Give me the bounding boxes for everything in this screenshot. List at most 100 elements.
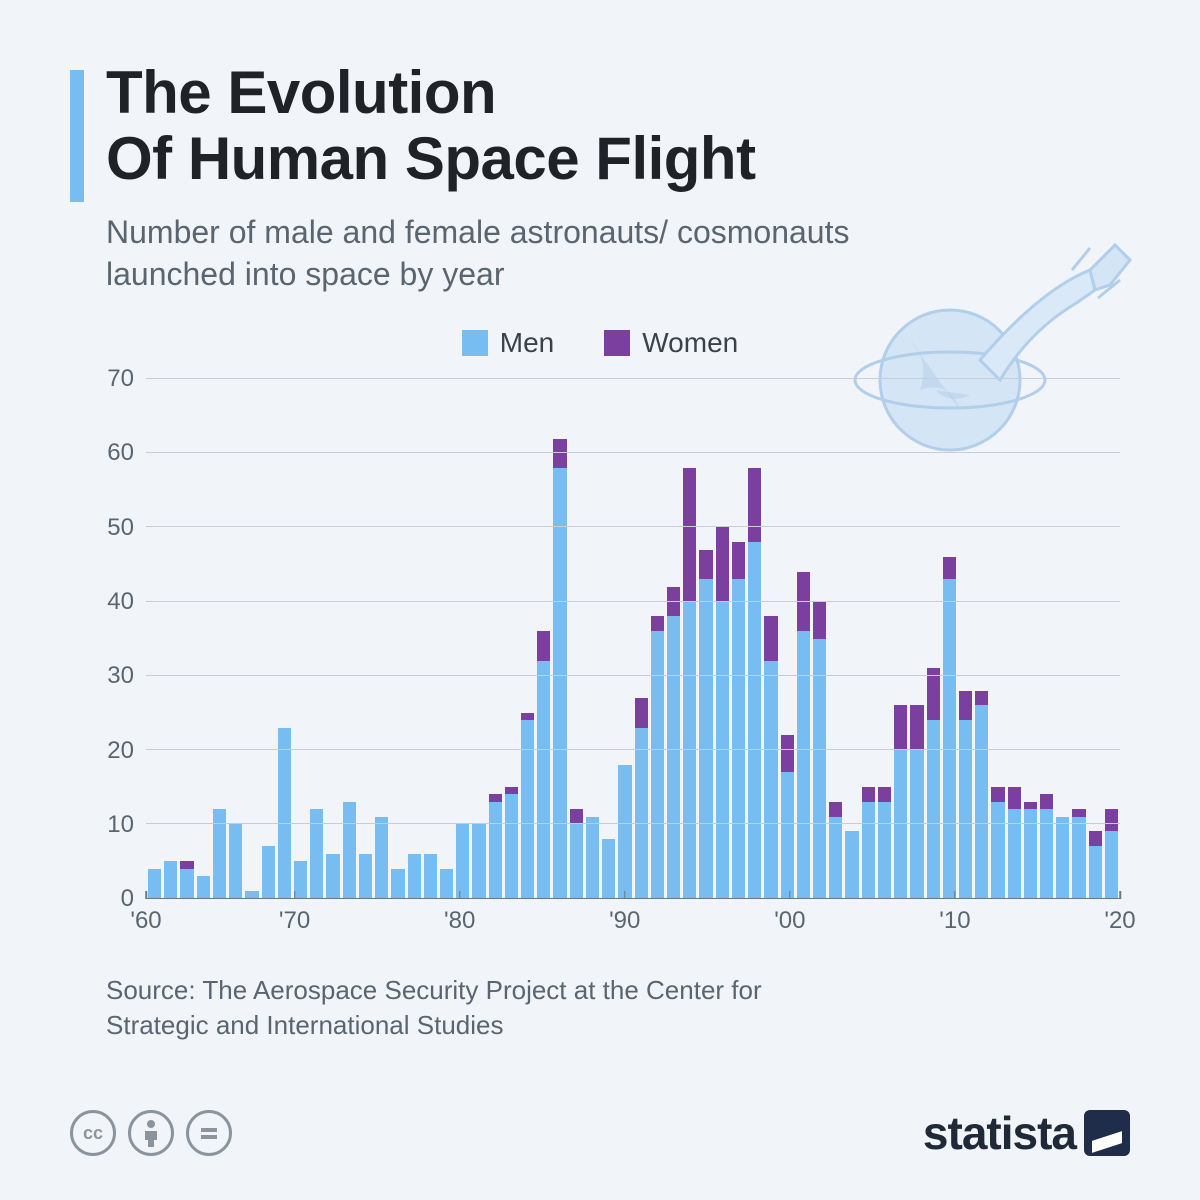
bar-segment-men (716, 602, 729, 899)
bar-segment-women (959, 691, 972, 721)
bar-segment-men (537, 661, 550, 898)
bar-column (375, 379, 388, 898)
bar-segment-women (764, 616, 777, 660)
bar-segment-men (229, 824, 242, 898)
bar-segment-women (781, 735, 794, 772)
grid-line (146, 452, 1120, 453)
bar-column (424, 379, 437, 898)
bar-column (797, 379, 810, 898)
bar-segment-women (975, 691, 988, 706)
bar-segment-men (570, 824, 583, 898)
legend-item-men: Men (462, 327, 554, 359)
bar-segment-men (359, 854, 372, 898)
bar-column (440, 379, 453, 898)
bar-column (927, 379, 940, 898)
bar-segment-women (537, 631, 550, 661)
legend-label-men: Men (500, 327, 554, 359)
bar-segment-men (180, 869, 193, 899)
bar-column (894, 379, 907, 898)
legend-swatch-women (604, 330, 630, 356)
bar-segment-men (927, 720, 940, 898)
bar-segment-men (1072, 817, 1085, 899)
grid-line (146, 378, 1120, 379)
bar-segment-women (1105, 809, 1118, 831)
cc-icon: cc (70, 1110, 116, 1156)
bar-column (764, 379, 777, 898)
legend-item-women: Women (604, 327, 738, 359)
bar-segment-men (829, 817, 842, 899)
title-row: The Evolution Of Human Space Flight (70, 60, 1130, 202)
bar-segment-women (667, 587, 680, 617)
x-tick-label: '10 (939, 907, 970, 935)
bar-segment-men (667, 616, 680, 898)
bar-segment-women (1008, 787, 1021, 809)
bar-segment-women (943, 557, 956, 579)
bar-segment-women (553, 439, 566, 469)
nd-icon (186, 1110, 232, 1156)
bar-segment-women (1040, 794, 1053, 809)
license-icons: cc (70, 1110, 232, 1156)
x-tick-label: '90 (609, 907, 640, 935)
bar-segment-men (748, 542, 761, 898)
plot-area (146, 379, 1120, 899)
bar-segment-men (586, 817, 599, 899)
brand-text: statista (923, 1106, 1076, 1160)
x-axis: '60'70'80'90'00'10'20 (146, 899, 1120, 939)
x-tick-mark (624, 891, 626, 899)
bar-segment-men (813, 639, 826, 899)
bar-column (635, 379, 648, 898)
bar-column (959, 379, 972, 898)
bar-segment-men (764, 661, 777, 898)
y-tick-label: 60 (107, 439, 134, 467)
bar-column (1105, 379, 1118, 898)
bar-segment-men (797, 631, 810, 898)
x-tick-label: '60 (130, 907, 161, 935)
bar-column (408, 379, 421, 898)
bar-column (716, 379, 729, 898)
bar-column (1040, 379, 1053, 898)
by-icon (128, 1110, 174, 1156)
y-tick-label: 20 (107, 737, 134, 765)
chart-title: The Evolution Of Human Space Flight (106, 60, 756, 192)
bar-column (1089, 379, 1102, 898)
title-accent-bar (70, 70, 84, 202)
bar-segment-women (732, 542, 745, 579)
y-tick-label: 50 (107, 514, 134, 542)
bar-segment-women (910, 705, 923, 749)
bar-column (505, 379, 518, 898)
bar-segment-women (1024, 802, 1037, 809)
bar-segment-men (862, 802, 875, 898)
bar-column (862, 379, 875, 898)
x-tick-mark (954, 891, 956, 899)
bar-segment-women (635, 698, 648, 728)
bar-column (456, 379, 469, 898)
bar-segment-women (699, 550, 712, 580)
bar-segment-men (197, 876, 210, 898)
bar-column (391, 379, 404, 898)
bar-segment-men (991, 802, 1004, 898)
bar-segment-men (505, 794, 518, 898)
bar-column (748, 379, 761, 898)
bar-column (1056, 379, 1069, 898)
bar-segment-men (959, 720, 972, 898)
x-tick-label: '00 (774, 907, 805, 935)
bar-column (845, 379, 858, 898)
legend-swatch-men (462, 330, 488, 356)
bar-segment-women (878, 787, 891, 802)
bar-segment-men (1089, 846, 1102, 898)
grid-line (146, 526, 1120, 527)
x-tick-mark (789, 891, 791, 899)
legend-label-women: Women (642, 327, 738, 359)
bar-segment-women (797, 572, 810, 631)
brand: statista (923, 1106, 1130, 1160)
bar-segment-men (343, 802, 356, 898)
bar-column (991, 379, 1004, 898)
bar-column (586, 379, 599, 898)
bar-segment-men (602, 839, 615, 898)
bar-segment-men (472, 824, 485, 898)
grid-line (146, 675, 1120, 676)
bar-segment-men (1056, 817, 1069, 899)
x-tick-mark (459, 891, 461, 899)
bar-segment-men (635, 728, 648, 899)
bar-column (618, 379, 631, 898)
